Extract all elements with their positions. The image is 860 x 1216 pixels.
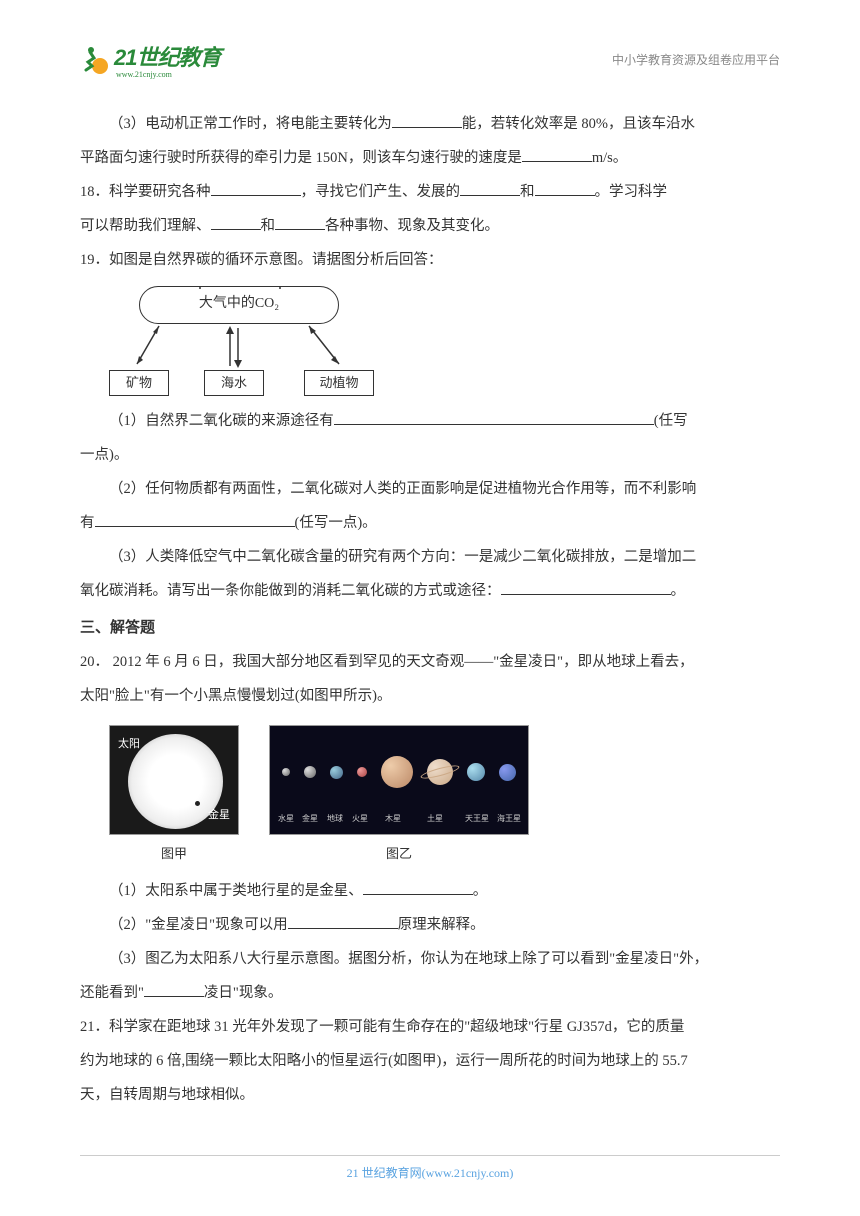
- planet-icon: [427, 759, 453, 785]
- q19-1-line2: 一点)。: [80, 440, 780, 472]
- blank: [288, 911, 398, 929]
- logo-text: 21世纪教育 www.21cnjy.com: [114, 40, 220, 79]
- diagram-box: 动植物: [304, 370, 374, 396]
- blank: [95, 509, 295, 527]
- q19-2-line2: 有(任写一点)。: [80, 508, 780, 540]
- planet-icon: [357, 767, 367, 777]
- arrow-icon: [304, 324, 354, 370]
- blank: [144, 979, 204, 997]
- arrow-icon: [224, 324, 244, 370]
- blank: [392, 110, 462, 128]
- images-row: 太阳 金星 图甲 水星 金星 地球 火星: [109, 725, 780, 869]
- logo: 21世纪教育 www.21cnjy.com: [80, 40, 220, 79]
- q20-1: （1）太阳系中属于类地行星的是金星、。: [80, 876, 780, 908]
- planet-icon: [330, 766, 343, 779]
- q21-line3: 天，自转周期与地球相似。: [80, 1080, 780, 1112]
- blank: [275, 212, 325, 230]
- section-title: 三、解答题: [80, 612, 780, 645]
- q19: 19．如图是自然界碳的循环示意图。请据图分析后回答：: [80, 245, 780, 277]
- q19-3-line2: 氧化碳消耗。请写出一条你能做到的消耗二氧化碳的方式或途径：。: [80, 576, 780, 608]
- planet-icon: [381, 756, 413, 788]
- q20-3-line1: （3）图乙为太阳系八大行星示意图。据图分析，你认为在地球上除了可以看到"金星凌日…: [80, 944, 780, 976]
- q18-line2: 可以帮助我们理解、和各种事物、现象及其变化。: [80, 211, 780, 243]
- blank: [535, 178, 595, 196]
- blank: [522, 144, 592, 162]
- q20-2: （2）"金星凌日"现象可以用原理来解释。: [80, 910, 780, 942]
- image-planets: 水星 金星 地球 火星 木星 土星 天王星 海王星 图乙: [269, 725, 529, 869]
- logo-text-cn: 21世纪教育: [114, 45, 220, 70]
- q19-2-line1: （2）任何物质都有两面性，二氧化碳对人类的正面影响是促进植物光合作用等，而不利影…: [80, 474, 780, 506]
- image-caption: 图甲: [109, 840, 239, 869]
- logo-text-url: www.21cnjy.com: [116, 70, 220, 79]
- header-right-text: 中小学教育资源及组卷应用平台: [612, 51, 780, 68]
- q20-line1: 20． 2012 年 6 月 6 日，我国大部分地区看到罕见的天文奇观——"金星…: [80, 647, 780, 679]
- blank: [211, 178, 301, 196]
- blank: [460, 178, 520, 196]
- page-footer: 21 世纪教育网(www.21cnjy.com): [80, 1155, 780, 1181]
- planet-icon: [304, 766, 316, 778]
- venus-dot: [195, 801, 200, 806]
- sun-label: 太阳: [118, 732, 140, 756]
- blank: [363, 877, 473, 895]
- document-content: （3）电动机正常工作时，将电能主要转化为能，若转化效率是 80%，且该车沿水 平…: [80, 109, 780, 1111]
- blank: [501, 577, 671, 595]
- q21-line2: 约为地球的 6 倍,围绕一颗比太阳略小的恒星运行(如图甲)，运行一周所花的时间为…: [80, 1046, 780, 1078]
- diagram-box: 海水: [204, 370, 264, 396]
- planet-icon: [467, 763, 485, 781]
- diagram-box: 矿物: [109, 370, 169, 396]
- q20-3-line2: 还能看到"凌日"现象。: [80, 978, 780, 1010]
- blank: [334, 407, 654, 425]
- q20-line2: 太阳"脸上"有一个小黑点慢慢划过(如图甲所示)。: [80, 681, 780, 713]
- co2-cloud: 大气中的CO₂: [139, 286, 339, 324]
- blank: [211, 212, 261, 230]
- planet-icon: [499, 764, 516, 781]
- venus-label: 金星: [208, 803, 230, 827]
- planet-icon: [282, 768, 290, 776]
- q17-3-line2: 平路面匀速行驶时所获得的牵引力是 150N，则该车匀速行驶的速度是m/s。: [80, 143, 780, 175]
- logo-icon: [80, 44, 112, 76]
- image-caption: 图乙: [269, 840, 529, 869]
- q21-line1: 21．科学家在距地球 31 光年外发现了一颗可能有生命存在的"超级地球"行星 G…: [80, 1012, 780, 1044]
- q17-3-line1: （3）电动机正常工作时，将电能主要转化为能，若转化效率是 80%，且该车沿水: [80, 109, 780, 141]
- image-sun: 太阳 金星 图甲: [109, 725, 239, 869]
- arrow-icon: [129, 324, 169, 370]
- co2-diagram: 大气中的CO₂ 矿物 海水 动植物: [109, 286, 780, 396]
- q19-1-line1: （1）自然界二氧化碳的来源途径有(任写: [80, 406, 780, 438]
- page-header: 21世纪教育 www.21cnjy.com 中小学教育资源及组卷应用平台: [80, 40, 780, 79]
- q19-3-line1: （3）人类降低空气中二氧化碳含量的研究有两个方向：一是减少二氧化碳排放，二是增加…: [80, 542, 780, 574]
- q18-line1: 18．科学要研究各种，寻找它们产生、发展的和。学习科学: [80, 177, 780, 209]
